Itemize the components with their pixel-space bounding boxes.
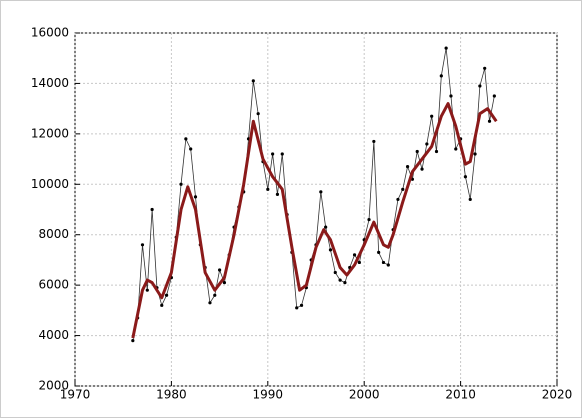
data-point bbox=[483, 66, 487, 70]
data-point bbox=[251, 79, 255, 83]
x-tick-label: 1980 bbox=[156, 388, 187, 402]
data-point bbox=[444, 46, 448, 50]
x-tick-label: 1970 bbox=[60, 388, 91, 402]
data-point bbox=[189, 147, 193, 151]
data-point bbox=[386, 263, 390, 267]
data-point bbox=[377, 250, 381, 254]
data-point bbox=[299, 303, 304, 307]
data-point bbox=[434, 149, 439, 154]
y-tick-label: 6000 bbox=[38, 278, 69, 292]
data-point bbox=[463, 175, 468, 179]
y-tick-label: 4000 bbox=[38, 328, 69, 342]
data-point bbox=[218, 268, 222, 272]
y-tick-label: 2000 bbox=[38, 379, 69, 393]
data-point bbox=[367, 217, 371, 222]
data-point bbox=[449, 94, 453, 98]
data-point bbox=[415, 149, 419, 154]
data-point bbox=[343, 281, 347, 285]
data-point bbox=[492, 94, 496, 98]
data-point bbox=[184, 137, 188, 141]
data-point bbox=[487, 119, 492, 123]
data-point bbox=[468, 197, 472, 202]
y-tick-label: 10000 bbox=[31, 177, 69, 191]
x-tick-label: 2010 bbox=[445, 388, 476, 402]
y-tick-label: 12000 bbox=[31, 126, 69, 140]
data-point bbox=[179, 182, 183, 186]
data-point bbox=[131, 339, 135, 343]
data-point bbox=[333, 270, 337, 275]
data-point bbox=[145, 288, 149, 292]
data-point bbox=[271, 152, 275, 156]
data-point bbox=[150, 207, 154, 212]
data-point bbox=[357, 260, 361, 265]
data-point bbox=[266, 187, 270, 191]
data-point bbox=[295, 306, 299, 310]
data-point bbox=[352, 253, 357, 257]
data-point bbox=[222, 281, 227, 285]
data-point bbox=[338, 278, 342, 282]
data-point bbox=[140, 243, 145, 247]
x-tick-label: 2020 bbox=[542, 388, 573, 402]
data-point bbox=[324, 225, 328, 229]
y-tick-label: 14000 bbox=[31, 76, 69, 90]
data-point bbox=[256, 112, 260, 116]
data-point bbox=[275, 192, 280, 196]
data-point bbox=[478, 84, 482, 88]
data-point bbox=[164, 293, 169, 297]
data-point bbox=[439, 74, 443, 78]
data-point bbox=[319, 190, 323, 194]
y-tick-label: 8000 bbox=[38, 227, 69, 241]
y-tick-label: 16000 bbox=[31, 26, 69, 40]
data-point bbox=[213, 293, 217, 297]
x-tick-label: 1990 bbox=[253, 388, 284, 402]
data-point bbox=[208, 301, 212, 305]
data-point bbox=[328, 248, 333, 252]
data-point bbox=[372, 139, 376, 144]
data-point bbox=[381, 260, 386, 265]
data-point bbox=[420, 167, 424, 171]
series-line bbox=[131, 102, 498, 339]
data-point bbox=[160, 303, 164, 307]
data-point bbox=[396, 197, 400, 202]
data-point bbox=[425, 142, 429, 146]
data-point bbox=[430, 114, 434, 118]
data-point bbox=[401, 187, 405, 191]
data-point bbox=[193, 195, 198, 199]
data-point bbox=[454, 147, 458, 151]
x-tick-label: 2000 bbox=[349, 388, 380, 402]
data-point bbox=[473, 152, 477, 156]
data-point bbox=[280, 152, 284, 156]
data-point bbox=[405, 165, 410, 169]
